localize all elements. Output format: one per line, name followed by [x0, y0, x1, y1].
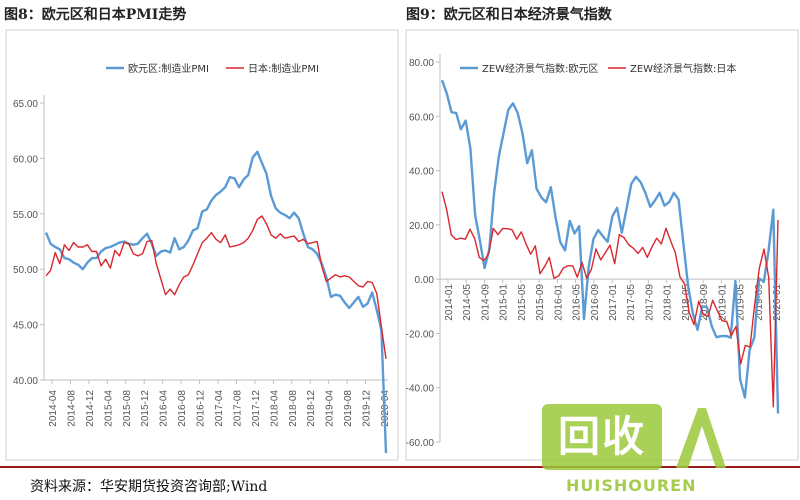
series-line-1	[441, 191, 779, 408]
x-tick-label: 2015-12	[140, 390, 151, 427]
x-tick-label: 2017-08	[232, 390, 243, 427]
y-tick-label: 20.00	[409, 221, 434, 232]
x-tick-label: 2016-01	[553, 284, 564, 321]
x-tick-label: 2015-08	[122, 390, 133, 427]
source-note: 资料来源：华安期货投资咨询部;Wind	[30, 479, 268, 495]
x-tick-label: 2019-08	[343, 390, 354, 427]
x-tick-label: 2018-04	[269, 390, 280, 427]
panel-border	[405, 29, 799, 461]
x-tick-label: 2018-09	[699, 284, 710, 321]
y-tick-label: 40.00	[13, 376, 38, 387]
y-tick-label: -60.00	[406, 438, 435, 449]
y-tick-label: 65.00	[13, 99, 38, 110]
x-tick-label: 2014-12	[85, 390, 96, 427]
x-tick-label: 2015-04	[103, 390, 114, 427]
x-tick-label: 2016-08	[177, 390, 188, 427]
x-tick-label: 2014-09	[480, 284, 491, 321]
x-tick-label: 2014-08	[66, 390, 77, 427]
y-tick-label: 50.00	[13, 265, 38, 276]
x-tick-label: 2017-05	[626, 284, 637, 321]
panel-border	[5, 29, 399, 461]
x-tick-label: 2014-04	[48, 390, 59, 427]
x-tick-label: 2019-01	[717, 284, 728, 321]
y-tick-label: 55.00	[13, 210, 38, 221]
y-tick-label: 45.00	[13, 321, 38, 332]
x-tick-label: 2015-05	[517, 284, 528, 321]
pmi-chart: 40.00 45.00 50.00 55.00 60.00 65.00 2014-04 201…	[5, 29, 399, 461]
footer-divider	[0, 466, 800, 468]
watermark-mark-icon	[676, 408, 726, 468]
series-line-0	[44, 150, 388, 454]
legend-label-0: ZEW经济景气指数:欧元区	[482, 62, 598, 75]
x-tick-label: 2016-09	[590, 284, 601, 321]
x-tick-label: 2019-09	[754, 284, 765, 321]
y-tick-label: 60.00	[409, 112, 434, 123]
watermark-en-text: HUISHOUREN	[566, 476, 697, 495]
legend-label-1: 日本:制造业PMI	[248, 62, 319, 75]
x-tick-label: 2016-12	[196, 390, 207, 427]
legend-label-0: 欧元区:制造业PMI	[128, 62, 209, 75]
chart-title-right: 图9：欧元区和日本经济景气指数	[406, 7, 612, 23]
x-tick-label: 2017-12	[251, 390, 262, 427]
x-tick-label: 2015-01	[499, 284, 510, 321]
x-tick-label: 2018-12	[306, 390, 317, 427]
x-tick-label: 2014-05	[462, 284, 473, 321]
y-tick-label: 80.00	[409, 58, 434, 69]
chart-title-left: 图8：欧元区和日本PMI走势	[4, 7, 187, 23]
x-tick-label: 2020-01	[772, 284, 783, 321]
legend-label-1: ZEW经济景气指数:日本	[630, 62, 736, 75]
watermark-logo: 回收 HUISHOUREN	[538, 402, 728, 498]
x-tick-label: 2015-09	[535, 284, 546, 321]
y-tick-label: 0.00	[415, 275, 435, 286]
x-tick-label: 2018-08	[288, 390, 299, 427]
x-tick-label: 2016-05	[572, 284, 583, 321]
y-tick-label: -20.00	[406, 329, 435, 340]
x-tick-label: 2019-04	[325, 390, 336, 427]
x-tick-label: 2016-04	[159, 390, 170, 427]
x-tick-label: 2019-12	[362, 390, 373, 427]
x-tick-label: 2014-01	[444, 284, 455, 321]
y-tick-label: -40.00	[406, 384, 435, 395]
x-tick-label: 2017-01	[608, 284, 619, 321]
series-line-1	[45, 215, 387, 359]
watermark-cn-text: 回收	[542, 404, 662, 470]
y-tick-label: 60.00	[13, 154, 38, 165]
x-tick-label: 2017-09	[644, 284, 655, 321]
x-tick-label: 2019-05	[736, 284, 747, 321]
y-tick-label: 40.00	[409, 167, 434, 178]
zew-chart: -60.00 -40.00 -20.00 0.00 20.00 40.00 60.00 80.…	[405, 29, 799, 461]
x-tick-label: 2018-05	[681, 284, 692, 321]
x-tick-label: 2017-04	[214, 390, 225, 427]
series-line-0	[440, 79, 780, 414]
x-tick-label: 2018-01	[663, 284, 674, 321]
